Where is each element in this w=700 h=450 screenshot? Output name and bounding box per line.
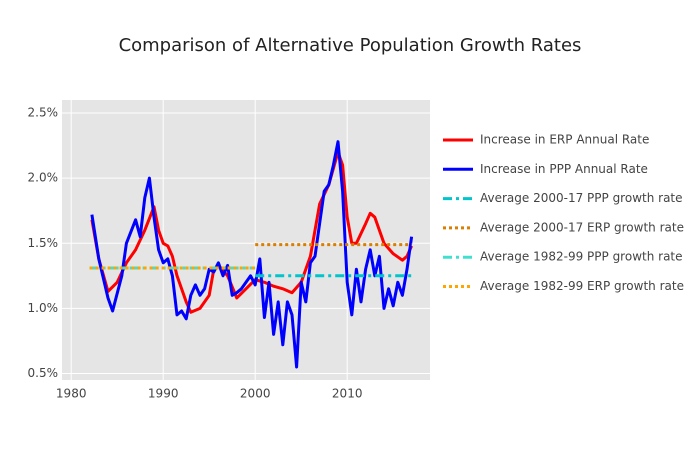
x-tick-label: 2000	[240, 387, 271, 401]
legend-label[interactable]: Average 2000-17 ERP growth rate	[480, 220, 684, 234]
y-tick-label: 2.5%	[28, 106, 59, 120]
legend-label[interactable]: Average 2000-17 PPP growth rate	[480, 191, 683, 205]
y-tick-label: 2.0%	[28, 171, 59, 185]
x-tick-label: 2010	[332, 387, 363, 401]
x-tick-label: 1980	[56, 387, 87, 401]
legend-label[interactable]: Average 1982-99 ERP growth rate	[480, 279, 684, 293]
y-tick-label: 1.0%	[28, 301, 59, 315]
legend-label[interactable]: Increase in PPP Annual Rate	[480, 162, 648, 176]
series-line	[90, 140, 414, 369]
chart-title: Comparison of Alternative Population Gro…	[119, 35, 582, 56]
series-line	[90, 150, 413, 314]
x-tick-label: 1990	[148, 387, 179, 401]
legend-label[interactable]: Average 1982-99 PPP growth rate	[480, 250, 683, 264]
y-tick-label: 1.5%	[28, 236, 59, 250]
legend-label[interactable]: Increase in ERP Annual Rate	[480, 133, 649, 147]
plot-background	[62, 100, 430, 380]
y-tick-label: 0.5%	[28, 366, 59, 380]
